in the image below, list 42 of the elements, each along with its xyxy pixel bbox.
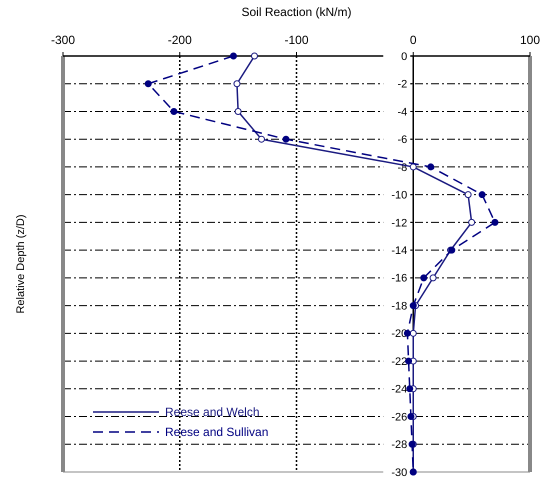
point — [430, 274, 437, 282]
y-tick-label: -12 — [391, 217, 408, 230]
y-tick-label: -14 — [391, 244, 408, 257]
y-tick-label: -2 — [397, 78, 408, 91]
x-tick-label: -200 — [168, 33, 192, 47]
point — [170, 108, 178, 115]
point — [144, 80, 152, 88]
y-tick-label: -22 — [391, 356, 408, 368]
y-tick-label: 0 — [401, 50, 408, 63]
y-tick-label: -10 — [391, 190, 408, 202]
y-tick-label: -16 — [391, 272, 408, 285]
y-tick-label: -30 — [391, 466, 408, 479]
x-tick-label: -300 — [50, 33, 76, 47]
point — [282, 136, 290, 143]
text: Reese and Sullivan — [165, 425, 268, 440]
point — [233, 80, 240, 88]
point — [258, 136, 265, 143]
x-tick-label: -100 — [284, 33, 309, 47]
y-tick-label: -18 — [391, 300, 408, 312]
y-tick-label: -4 — [397, 106, 408, 118]
x-axis-title: Soil Reaction (kN/m) — [241, 5, 352, 19]
point — [410, 330, 417, 337]
y-tick-label: -24 — [391, 384, 408, 396]
x-tick-label: 100 — [520, 33, 540, 47]
point — [234, 108, 242, 115]
y-tick-label: -6 — [397, 134, 408, 146]
text: Reese and Welch — [165, 405, 260, 420]
point — [410, 302, 417, 310]
y-axis-title: Relative Depth (z/D) — [15, 214, 27, 314]
x-tick-label: 0 — [410, 33, 417, 47]
point — [478, 191, 486, 198]
point — [420, 274, 428, 282]
point — [491, 218, 498, 226]
point — [468, 218, 476, 226]
point — [427, 163, 434, 170]
point — [407, 413, 414, 420]
y-tick-label: -28 — [391, 439, 408, 452]
point — [464, 191, 472, 198]
point — [230, 52, 237, 60]
y-tick-label: -26 — [391, 411, 408, 424]
point — [410, 163, 417, 170]
point — [250, 52, 258, 60]
